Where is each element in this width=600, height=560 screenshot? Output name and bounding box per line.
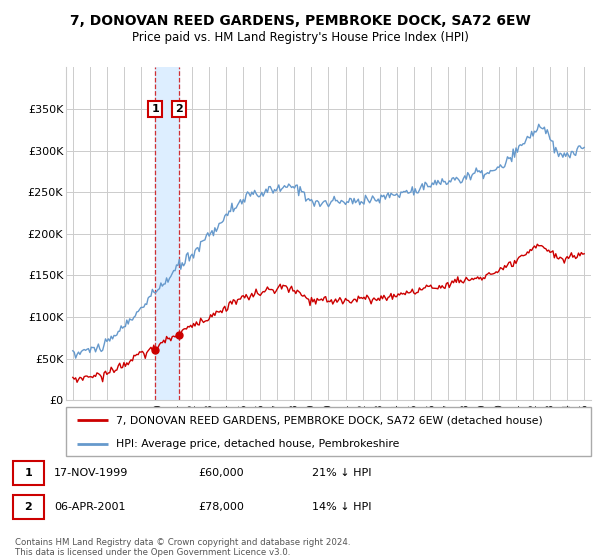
Text: £60,000: £60,000 — [198, 468, 244, 478]
Text: HPI: Average price, detached house, Pembrokeshire: HPI: Average price, detached house, Pemb… — [116, 439, 399, 449]
Text: 21% ↓ HPI: 21% ↓ HPI — [312, 468, 371, 478]
Text: 7, DONOVAN REED GARDENS, PEMBROKE DOCK, SA72 6EW: 7, DONOVAN REED GARDENS, PEMBROKE DOCK, … — [70, 14, 530, 28]
Text: 1: 1 — [151, 104, 159, 114]
Text: 14% ↓ HPI: 14% ↓ HPI — [312, 502, 371, 512]
Text: Price paid vs. HM Land Registry's House Price Index (HPI): Price paid vs. HM Land Registry's House … — [131, 31, 469, 44]
Text: Contains HM Land Registry data © Crown copyright and database right 2024.
This d: Contains HM Land Registry data © Crown c… — [15, 538, 350, 557]
Bar — [155, 67, 179, 400]
Text: 2: 2 — [175, 104, 183, 114]
Text: 1: 1 — [25, 468, 32, 478]
Text: 06-APR-2001: 06-APR-2001 — [54, 502, 125, 512]
Text: £78,000: £78,000 — [198, 502, 244, 512]
Text: 17-NOV-1999: 17-NOV-1999 — [54, 468, 128, 478]
Text: 7, DONOVAN REED GARDENS, PEMBROKE DOCK, SA72 6EW (detached house): 7, DONOVAN REED GARDENS, PEMBROKE DOCK, … — [116, 416, 542, 426]
Text: 2: 2 — [25, 502, 32, 512]
